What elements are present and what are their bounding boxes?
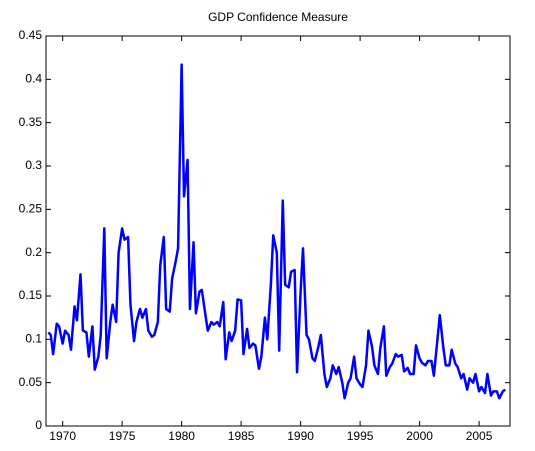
x-tick-label: 1995 [347,429,374,443]
chart-title: GDP Confidence Measure [208,10,348,24]
x-tick-label: 2000 [406,429,433,443]
y-tick-label: 0.4 [25,72,42,86]
data-line [47,63,506,400]
y-tick-label: 0.25 [19,202,43,216]
x-tick-label: 1970 [49,429,76,443]
x-tick-label: 1985 [228,429,255,443]
x-tick-label: 1990 [287,429,314,443]
x-tick-label: 2005 [466,429,493,443]
plot-frame [45,35,511,427]
x-tick-label: 1980 [168,429,195,443]
y-tick-label: 0.45 [19,28,43,42]
y-tick-label: 0 [35,418,42,432]
y-tick-label: 0.15 [19,288,43,302]
y-tick-label: 0.1 [25,332,42,346]
y-tick-label: 0.35 [19,115,43,129]
y-tick-label: 0.05 [19,375,43,389]
y-tick-label: 0.3 [25,158,42,172]
x-tick-label: 1975 [109,429,136,443]
y-tick-label: 0.2 [25,245,42,259]
